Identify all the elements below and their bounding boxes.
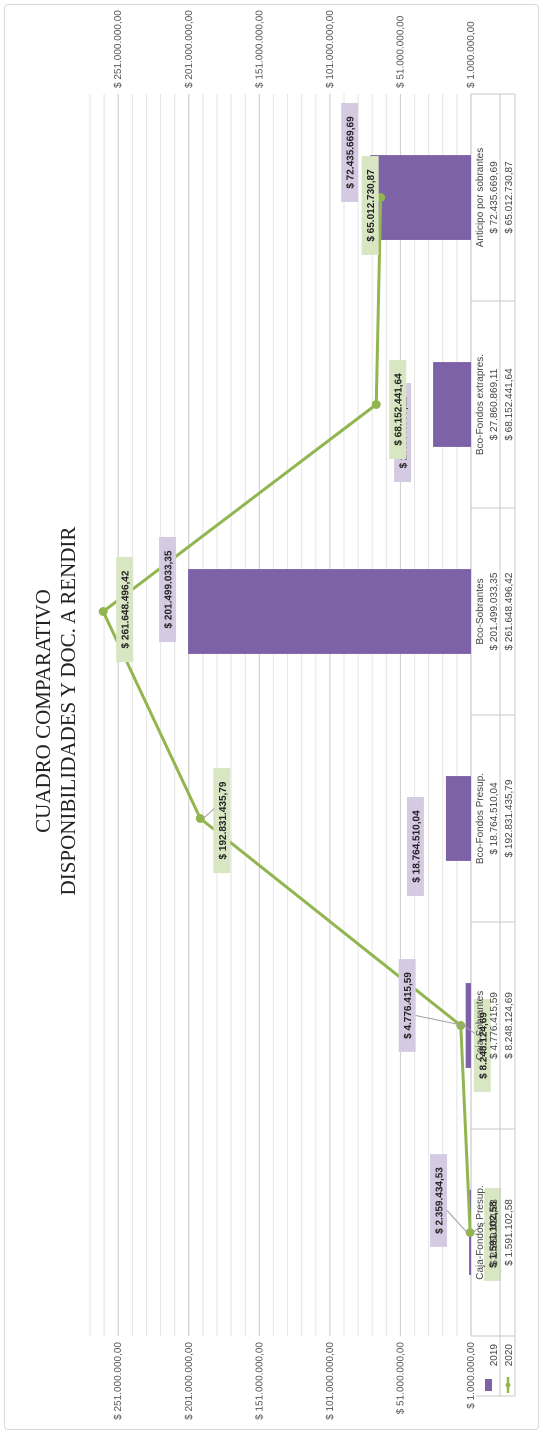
y-tick-label-left: $ 1.000.000,00 [466,21,477,88]
data-label-2020-box [361,156,379,255]
table-cell-2020: $ 261.648.496,42 [504,572,515,650]
data-label-2019: $ 2.359.434,53 [435,1167,446,1234]
bar-2019 [465,983,471,1068]
table-cell-2020: $ 65.012.730,87 [504,161,515,234]
data-label-2020-box [213,767,231,874]
table-cell-2019: $ 201.499.033,35 [489,572,500,650]
chart-frame: CUADRO COMPARATIVO DISPONIBILIDADES Y DO… [4,4,539,1430]
chart-canvas: CUADRO COMPARATIVO DISPONIBILIDADES Y DO… [31,10,516,1420]
data-label-2020: $ 65.012.730,87 [366,169,377,242]
leader-line [415,1015,464,1026]
data-label-2019: $ 4.776.415,59 [403,972,414,1039]
data-label-2019-box [430,1154,448,1247]
marker-2020 [465,1228,475,1237]
table-cell-2019: $ 72.435.669,69 [489,161,500,234]
table-cell-2019: $ 4.776.415,59 [489,992,500,1059]
data-label-2019: $ 72.435.669,69 [346,116,357,189]
y-tick-label-right: $ 1.000.000,00 [466,1342,477,1409]
leader-line [463,1025,476,1034]
table-cell-2020: $ 1.591.102,58 [504,1199,515,1266]
chart-title: CUADRO COMPARATIVO [31,589,55,833]
table-cell-2019: $ 2.359.434,53 [489,1199,500,1266]
category-label: Caja-Fondos Presup. [475,1185,486,1280]
data-label-2020: $ 192.831.435,79 [218,781,229,859]
category-label: Bco-Fondos Presup. [475,773,486,864]
data-label-2020: $ 1.591.102,58 [489,1201,500,1268]
legend-marker-2020 [505,1382,511,1388]
marker-2020 [98,607,108,616]
marker-2020 [371,400,381,409]
chart-subtitle: DISPONIBILIDADES Y DOC. A RENDIR [56,527,80,896]
legend-label-2019: 2019 [489,1344,500,1367]
y-tick-label-left: $ 151.000.000,00 [254,10,265,88]
y-tick-label-right: $ 251.000.000,00 [113,1342,124,1420]
marker-2020 [195,814,205,823]
category-label: Caja-Sobrantes [475,991,486,1060]
data-label-2019-box [159,536,177,643]
data-label-2019-box [406,797,424,896]
table-cell-2020: $ 8.248.124,69 [504,992,515,1059]
y-tick-label-right: $ 151.000.000,00 [254,1342,265,1420]
table-cell-2020: $ 68.152.441,64 [504,368,515,441]
category-label: Anticipo por sobrantes [475,148,486,248]
data-label-2019: $ 201.499.033,35 [164,550,175,628]
data-label-2020: $ 261.648.496,42 [121,570,132,648]
data-label-2019: $ 18.764.510,04 [411,810,422,883]
table-cell-2019: $ 18.764.510,04 [489,782,500,855]
y-tick-label-left: $ 101.000.000,00 [325,10,336,88]
y-tick-label-left: $ 251.000.000,00 [113,10,124,88]
data-label-2020-box [389,360,407,459]
data-label-2020-box [473,999,491,1092]
y-tick-label-right: $ 201.000.000,00 [184,1342,195,1420]
bar-2019 [370,155,471,240]
table-cell-2019: $ 27.860.869,11 [489,368,500,440]
data-label-2020: $ 8.248.124,69 [478,1012,489,1079]
legend-swatch-2019 [485,1379,492,1391]
y-tick-label-left: $ 51.000.000,00 [395,15,406,88]
data-label-2019-box [341,103,359,202]
bar-2019 [433,362,472,447]
leader-line [446,1210,468,1233]
marker-2020 [456,1021,466,1030]
bar-2019 [188,569,472,654]
data-label-2020-box [484,1188,502,1281]
y-tick-label-right: $ 101.000.000,00 [325,1342,336,1420]
bar-2019 [445,776,472,861]
leader-line [202,808,215,819]
data-label-2020: $ 68.152.441,64 [394,373,405,446]
data-label-2019-box [398,959,416,1052]
y-tick-label-right: $ 51.000.000,00 [395,1342,406,1415]
category-label: Bco-Sobrantes [475,578,486,644]
legend-label-2020: 2020 [504,1344,515,1367]
leader-line [472,1222,486,1233]
data-label-2020-box [116,556,134,663]
table-cell-2020: $ 192.831.435,79 [504,779,515,857]
line-2020 [101,197,472,1233]
category-label: Bco-Fondos extrapres. [475,354,486,455]
y-tick-label-left: $ 201.000.000,00 [184,10,195,88]
